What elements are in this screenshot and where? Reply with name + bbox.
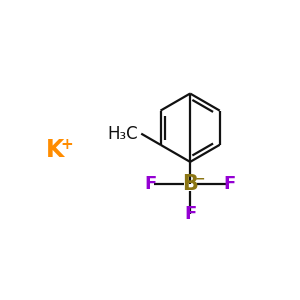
Text: F: F xyxy=(223,175,236,193)
Text: F: F xyxy=(184,205,196,223)
Text: K: K xyxy=(46,138,64,162)
Text: B: B xyxy=(182,174,198,194)
Text: F: F xyxy=(145,175,157,193)
Text: +: + xyxy=(60,136,73,152)
Text: H₃C: H₃C xyxy=(108,125,138,143)
Text: −: − xyxy=(195,172,205,185)
